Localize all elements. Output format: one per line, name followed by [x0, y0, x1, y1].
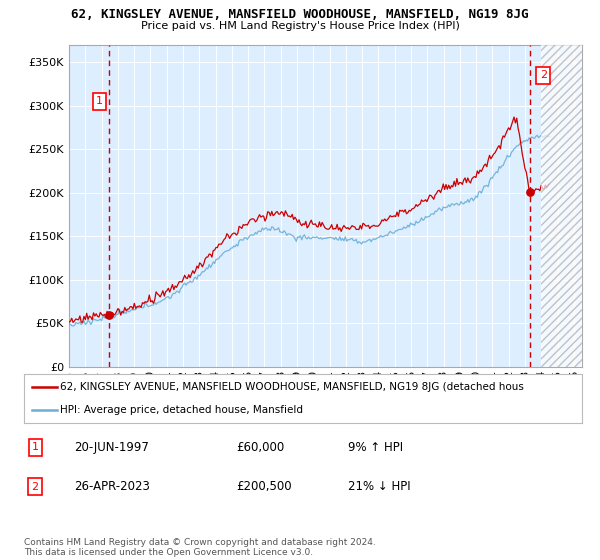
Text: 2: 2: [539, 70, 547, 80]
Text: 1: 1: [96, 96, 103, 106]
Text: 21% ↓ HPI: 21% ↓ HPI: [347, 480, 410, 493]
Bar: [541, 45, 582, 367]
Text: 62, KINGSLEY AVENUE, MANSFIELD WOODHOUSE, MANSFIELD, NG19 8JG (detached hous: 62, KINGSLEY AVENUE, MANSFIELD WOODHOUSE…: [60, 382, 524, 393]
Text: £200,500: £200,500: [236, 480, 292, 493]
Text: 20-JUN-1997: 20-JUN-1997: [74, 441, 149, 454]
Text: 1: 1: [32, 442, 38, 452]
Text: 62, KINGSLEY AVENUE, MANSFIELD WOODHOUSE, MANSFIELD, NG19 8JG: 62, KINGSLEY AVENUE, MANSFIELD WOODHOUSE…: [71, 8, 529, 21]
Text: £60,000: £60,000: [236, 441, 284, 454]
Text: 2: 2: [32, 482, 39, 492]
Bar: [541, 45, 582, 367]
Text: Price paid vs. HM Land Registry's House Price Index (HPI): Price paid vs. HM Land Registry's House …: [140, 21, 460, 31]
Text: HPI: Average price, detached house, Mansfield: HPI: Average price, detached house, Mans…: [60, 405, 303, 416]
Text: 9% ↑ HPI: 9% ↑ HPI: [347, 441, 403, 454]
Text: Contains HM Land Registry data © Crown copyright and database right 2024.
This d: Contains HM Land Registry data © Crown c…: [24, 538, 376, 557]
Text: 26-APR-2023: 26-APR-2023: [74, 480, 150, 493]
Point: [526, 188, 535, 197]
Point: [104, 310, 114, 319]
